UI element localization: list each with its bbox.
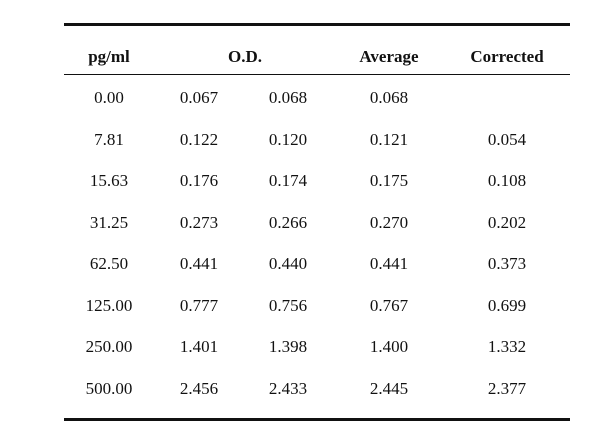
cell-average: 0.068	[369, 88, 409, 107]
cell-corrected: 2.377	[487, 378, 527, 398]
cell-average: 0.175	[369, 171, 409, 190]
cell-concentration: 31.25	[89, 212, 129, 232]
cell-average: 0.767	[369, 295, 409, 315]
table-row: 0.00 0.067 0.068 0.068	[64, 75, 570, 117]
table-row: 7.81 0.122 0.120 0.121 0.054	[64, 117, 570, 159]
header-concentration: pg/ml	[88, 47, 130, 66]
table-body: 0.00 0.067 0.068 0.068 7.81 0.122 0.120 0.121 0.…	[64, 75, 570, 418]
data-table: pg/ml O.D. Average Corrected 0.00 0.067 0.…	[64, 23, 570, 421]
cell-average: 0.121	[369, 129, 409, 149]
cell-concentration: 62.50	[89, 254, 129, 273]
table-row: 15.63 0.176 0.174 0.175 0.108	[64, 158, 570, 200]
cell-od-2: 0.174	[268, 171, 308, 190]
cell-od-1: 0.441	[179, 254, 219, 273]
cell-od-2: 0.068	[268, 88, 308, 107]
cell-concentration: 125.00	[85, 295, 133, 315]
cell-od-1: 2.456	[179, 378, 219, 398]
cell-od-1: 1.401	[179, 337, 219, 356]
cell-corrected: 0.202	[487, 212, 527, 232]
cell-corrected: 0.699	[487, 295, 527, 315]
cell-average: 0.270	[369, 212, 409, 232]
table-row: 250.00 1.401 1.398 1.400 1.332	[64, 324, 570, 366]
table-row: 125.00 0.777 0.756 0.767 0.699	[64, 283, 570, 325]
cell-od-2: 0.120	[268, 129, 308, 149]
cell-corrected: 0.108	[487, 171, 527, 190]
cell-od-1: 0.777	[179, 295, 219, 315]
cell-od-2: 1.398	[268, 337, 308, 356]
cell-corrected: 0.054	[487, 129, 527, 149]
cell-concentration: 250.00	[85, 337, 133, 356]
table-row: 31.25 0.273 0.266 0.270 0.202	[64, 200, 570, 242]
table-row: 500.00 2.456 2.433 2.445 2.377	[64, 366, 570, 408]
cell-concentration: 15.63	[89, 171, 129, 190]
cell-corrected: 1.332	[487, 337, 527, 356]
table-row: 62.50 0.441 0.440 0.441 0.373	[64, 241, 570, 283]
cell-od-1: 0.273	[179, 212, 219, 232]
cell-od-2: 0.440	[268, 254, 308, 273]
cell-corrected: 0.373	[487, 254, 527, 273]
cell-concentration: 500.00	[85, 378, 133, 398]
header-corrected: Corrected	[470, 47, 544, 66]
cell-concentration: 7.81	[94, 129, 124, 149]
cell-od-1: 0.176	[179, 171, 219, 190]
cell-average: 1.400	[369, 337, 409, 356]
header-average: Average	[359, 47, 419, 66]
cell-od-1: 0.122	[179, 129, 219, 149]
header-od: O.D.	[228, 47, 262, 66]
cell-od-2: 0.756	[268, 295, 308, 315]
cell-average: 0.441	[369, 254, 409, 273]
cell-od-1: 0.067	[179, 88, 219, 107]
cell-average: 2.445	[369, 378, 409, 398]
cell-od-2: 2.433	[268, 378, 308, 398]
cell-concentration: 0.00	[94, 88, 124, 107]
cell-od-2: 0.266	[268, 212, 308, 232]
table-header-row: pg/ml O.D. Average Corrected	[64, 26, 570, 75]
